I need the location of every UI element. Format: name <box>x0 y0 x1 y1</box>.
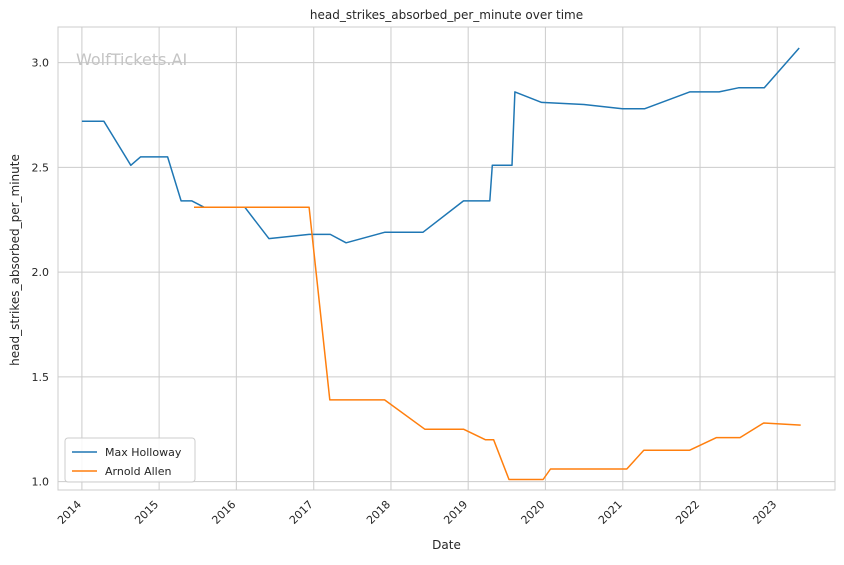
y-axis-label: head_strikes_absorbed_per_minute <box>8 154 22 366</box>
x-tick-label: 2017 <box>287 498 316 527</box>
legend-label-max-holloway: Max Holloway <box>105 446 182 459</box>
y-axis-ticks: 1.0 1.5 2.0 2.5 3.0 <box>32 57 50 489</box>
y-tick-label: 2.5 <box>32 161 50 174</box>
x-axis-ticks: 2014 2015 2016 2017 2018 2019 2020 2021 2022 2023 <box>55 498 779 527</box>
series-lines <box>81 47 801 481</box>
legend-box <box>64 437 196 483</box>
x-tick-label: 2015 <box>132 498 161 527</box>
legend-label-arnold-allen: Arnold Allen <box>105 465 171 478</box>
legend: Max Holloway Arnold Allen <box>64 437 196 483</box>
x-grid <box>81 27 778 490</box>
plot-area <box>57 26 836 491</box>
y-tick-label: 2.0 <box>32 266 50 279</box>
y-tick-label: 1.5 <box>32 371 50 384</box>
x-axis-label: Date <box>432 538 461 552</box>
x-tick-label: 2019 <box>441 498 470 527</box>
series-line-max-holloway <box>81 47 800 244</box>
y-tick-label: 3.0 <box>32 57 50 70</box>
y-tick-label: 1.0 <box>32 476 50 489</box>
x-tick-label: 2022 <box>673 498 702 527</box>
series-line-arnold-allen <box>194 206 801 481</box>
x-tick-label: 2023 <box>750 498 779 527</box>
x-tick-label: 2021 <box>596 498 625 527</box>
chart-title: head_strikes_absorbed_per_minute over ti… <box>310 8 583 22</box>
x-tick-label: 2018 <box>364 498 393 527</box>
watermark: WolfTickets.AI <box>76 50 187 69</box>
x-tick-label: 2016 <box>209 498 238 527</box>
x-tick-label: 2020 <box>519 498 548 527</box>
x-tick-label: 2014 <box>55 498 84 527</box>
